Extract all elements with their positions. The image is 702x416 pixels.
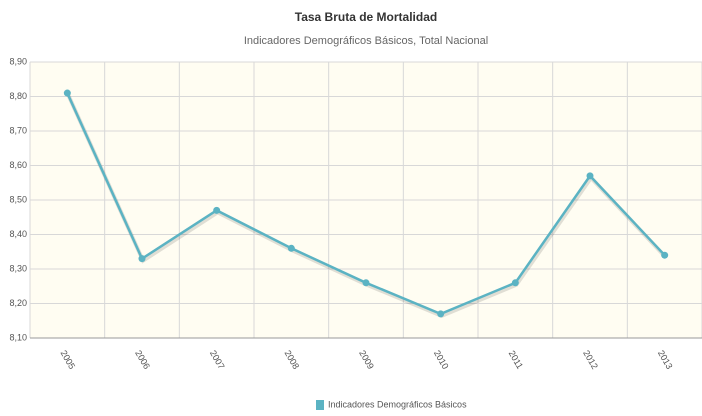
x-tick-label: 2006	[133, 349, 152, 371]
x-tick-label: 2008	[283, 349, 302, 371]
chart-subtitle: Indicadores Demográficos Básicos, Total …	[244, 35, 488, 47]
x-tick-label: 2013	[656, 349, 675, 371]
y-tick-label: 8,80	[9, 91, 27, 101]
x-tick-label: 2010	[432, 349, 451, 371]
y-tick-label: 8,30	[9, 263, 27, 273]
y-tick-label: 8,50	[9, 194, 27, 204]
y-tick-label: 8,90	[9, 56, 27, 66]
x-tick-label: 2005	[59, 349, 78, 371]
legend-swatch	[316, 400, 324, 410]
point	[287, 244, 295, 252]
point	[437, 310, 445, 318]
point	[138, 255, 146, 263]
y-tick-label: 8,60	[9, 160, 27, 170]
legend: Indicadores Demográficos Básicos	[316, 399, 467, 410]
y-tick-label: 8,20	[9, 298, 27, 308]
point	[213, 206, 221, 214]
legend-label: Indicadores Demográficos Básicos	[328, 399, 467, 409]
x-tick-label: 2012	[581, 349, 600, 371]
chart-title: Tasa Bruta de Mortalidad	[295, 10, 437, 24]
point	[511, 279, 519, 287]
x-tick-label: 2007	[208, 349, 227, 371]
point	[586, 172, 594, 180]
x-tick-label: 2009	[357, 349, 376, 371]
point	[63, 89, 71, 97]
y-tick-label: 8,10	[9, 332, 27, 342]
point	[362, 279, 370, 287]
x-tick-label: 2011	[507, 349, 525, 371]
point	[661, 251, 669, 259]
y-tick-label: 8,40	[9, 229, 27, 239]
y-tick-label: 8,70	[9, 125, 27, 135]
